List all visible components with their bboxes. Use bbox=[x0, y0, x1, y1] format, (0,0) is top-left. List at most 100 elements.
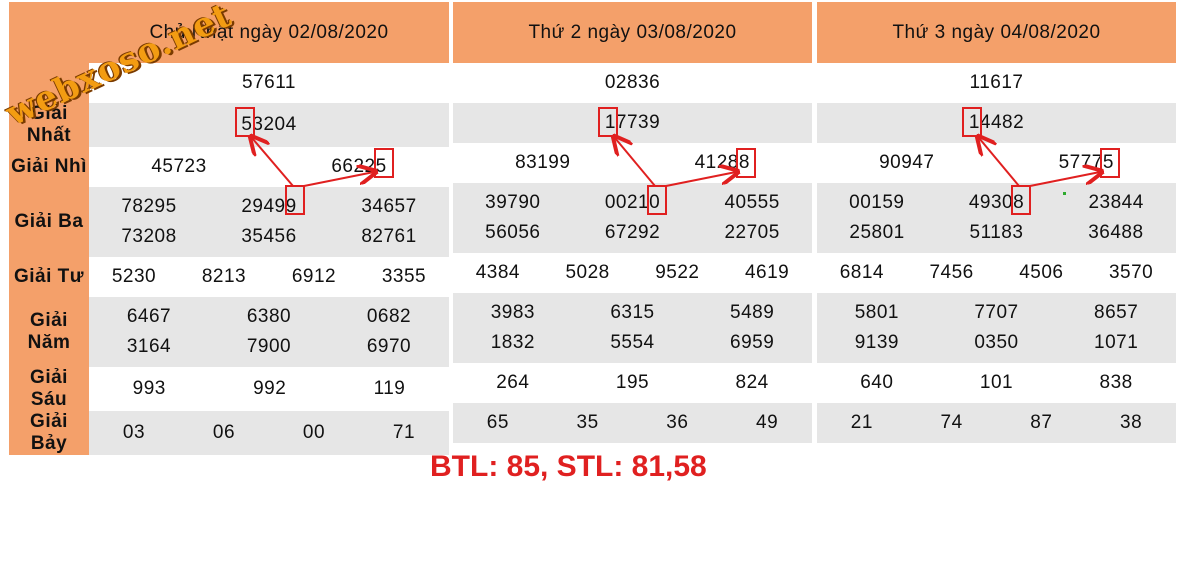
results-table-day-1: Chủ Nhật ngày 02/08/2020 57611 Giải Nhất… bbox=[9, 2, 449, 455]
day-3-tu-4: 3570 bbox=[1108, 262, 1154, 283]
results-table-day-3: Thứ 3 ngày 04/08/2020 11617 14482 90947 5… bbox=[817, 2, 1176, 443]
arrow bbox=[665, 172, 736, 187]
highlight-box bbox=[647, 185, 667, 215]
day-3-ba-1: 00159 bbox=[849, 192, 905, 213]
day-2-tu-1: 4384 bbox=[475, 262, 521, 283]
day-3-title: Thứ 3 ngày 04/08/2020 bbox=[817, 2, 1176, 63]
day-1-bay-4: 71 bbox=[392, 422, 416, 443]
day-2-bay-4: 49 bbox=[756, 412, 779, 433]
day-3-ba-3: 23844 bbox=[1088, 192, 1144, 213]
day-3-ba-5: 51183 bbox=[969, 222, 1024, 243]
day-1-nam-6: 6970 bbox=[366, 336, 412, 357]
highlight-box bbox=[285, 185, 305, 215]
arrow bbox=[1029, 172, 1100, 187]
day-2-tu-2: 5028 bbox=[565, 262, 610, 283]
footer-summary: BTL: 85, STL: 81,58 bbox=[430, 450, 707, 483]
day-1-bay-2: 06 bbox=[212, 422, 236, 443]
day-1-title: Chủ Nhật ngày 02/08/2020 bbox=[89, 2, 449, 63]
day-3-nam-1: 5801 bbox=[854, 302, 899, 323]
day-1-tu-3: 6912 bbox=[291, 266, 337, 287]
day-1-tu-1: 5230 bbox=[111, 266, 157, 287]
label-ba: Giải Ba bbox=[9, 187, 89, 257]
day-1-bay-3: 00 bbox=[302, 422, 326, 443]
day-2-sau-1: 264 bbox=[496, 372, 530, 393]
highlight-box bbox=[962, 107, 982, 137]
day-2-nhi-1: 83199 bbox=[515, 152, 571, 173]
day-3-ba-6: 36488 bbox=[1088, 222, 1144, 243]
day-2-nhat: 17739 bbox=[604, 112, 661, 133]
day-2-nam-4: 1832 bbox=[490, 332, 535, 353]
day-2-nam-3: 5489 bbox=[730, 302, 775, 323]
day-3-nam-4: 9139 bbox=[854, 332, 899, 353]
day-2-sau-2: 195 bbox=[615, 372, 650, 393]
corner-cell bbox=[9, 2, 89, 63]
day-1-special: 57611 bbox=[242, 72, 296, 93]
green-dot bbox=[1063, 192, 1066, 195]
day-1-ba-6: 82761 bbox=[361, 226, 417, 247]
day-1-nhat: 53204 bbox=[241, 114, 297, 135]
day-1-nhi-1: 45723 bbox=[151, 156, 207, 177]
highlight-box bbox=[736, 148, 756, 178]
arrow bbox=[615, 138, 656, 187]
label-nhat: Giải Nhất bbox=[9, 103, 89, 147]
label-special bbox=[9, 63, 89, 103]
label-nhi: Giải Nhì bbox=[9, 147, 89, 187]
label-tu: Giải Tư bbox=[9, 257, 89, 297]
day-3-sau-3: 838 bbox=[1099, 372, 1133, 393]
day-1-nam-4: 3164 bbox=[126, 336, 172, 357]
day-3-bay-1: 21 bbox=[850, 412, 873, 433]
day-1-tu-4: 3355 bbox=[381, 266, 427, 287]
day-2-ba-6: 22705 bbox=[724, 222, 780, 243]
day-2-bay-2: 35 bbox=[576, 412, 599, 433]
day-1-ba-5: 35456 bbox=[241, 226, 297, 247]
day-2-ba-1: 39790 bbox=[485, 192, 541, 213]
day-1-nam-3: 0682 bbox=[366, 306, 412, 327]
highlight-box bbox=[598, 107, 618, 137]
day-3-ba-2: 49308 bbox=[968, 192, 1025, 213]
day-1-nam-2: 6380 bbox=[246, 306, 292, 327]
day-1-nam-5: 7900 bbox=[246, 336, 292, 357]
day-3-tu-1: 6814 bbox=[839, 262, 885, 283]
label-sau: Giải Sáu bbox=[9, 367, 89, 411]
day-1-sau-1: 993 bbox=[132, 378, 166, 399]
day-2-bay-3: 36 bbox=[666, 412, 689, 433]
day-3-nam-5: 0350 bbox=[974, 332, 1019, 353]
results-table-day-2: Thứ 2 ngày 03/08/2020 02836 17739 83199 4… bbox=[453, 2, 812, 443]
day-1-bay-1: 03 bbox=[122, 422, 146, 443]
day-2-title: Thứ 2 ngày 03/08/2020 bbox=[453, 2, 812, 63]
arrow bbox=[979, 138, 1020, 187]
day-3-tu-2: 7456 bbox=[929, 262, 974, 283]
highlight-box bbox=[374, 148, 394, 178]
day-3-bay-2: 74 bbox=[940, 412, 963, 433]
day-1-ba-3: 34657 bbox=[361, 196, 417, 217]
day-1-ba-2: 29499 bbox=[241, 196, 297, 217]
day-2-special: 02836 bbox=[604, 72, 661, 93]
day-2-nam-6: 6959 bbox=[730, 332, 775, 353]
day-3-nam-3: 8657 bbox=[1094, 302, 1139, 323]
day-3-sau-2: 101 bbox=[979, 372, 1014, 393]
day-3-bay-4: 38 bbox=[1120, 412, 1143, 433]
day-3-nam-2: 7707 bbox=[974, 302, 1019, 323]
day-2-ba-3: 40555 bbox=[724, 192, 780, 213]
arrow bbox=[303, 172, 374, 187]
arrow bbox=[252, 138, 294, 187]
highlight-box bbox=[1011, 185, 1031, 215]
day-2-nam-1: 3983 bbox=[490, 302, 535, 323]
day-2-bay-1: 65 bbox=[486, 412, 509, 433]
day-2-tu-4: 4619 bbox=[744, 262, 790, 283]
day-2-tu-3: 9522 bbox=[655, 262, 700, 283]
day-1-ba-4: 73208 bbox=[121, 226, 177, 247]
day-3-tu-3: 4506 bbox=[1019, 262, 1064, 283]
day-3-nhat: 14482 bbox=[968, 112, 1025, 133]
day-3-nam-6: 1071 bbox=[1094, 332, 1139, 353]
day-1-nam-1: 6467 bbox=[126, 306, 172, 327]
day-1-sau-2: 992 bbox=[253, 378, 287, 399]
day-3-ba-4: 25801 bbox=[849, 222, 905, 243]
day-3-nhi-1: 90947 bbox=[879, 152, 935, 173]
day-2-nam-5: 5554 bbox=[610, 332, 655, 353]
day-3-bay-3: 87 bbox=[1030, 412, 1053, 433]
label-bay: Giải Bảy bbox=[9, 411, 89, 455]
highlight-box bbox=[1100, 148, 1120, 178]
day-2-ba-4: 56056 bbox=[485, 222, 541, 243]
